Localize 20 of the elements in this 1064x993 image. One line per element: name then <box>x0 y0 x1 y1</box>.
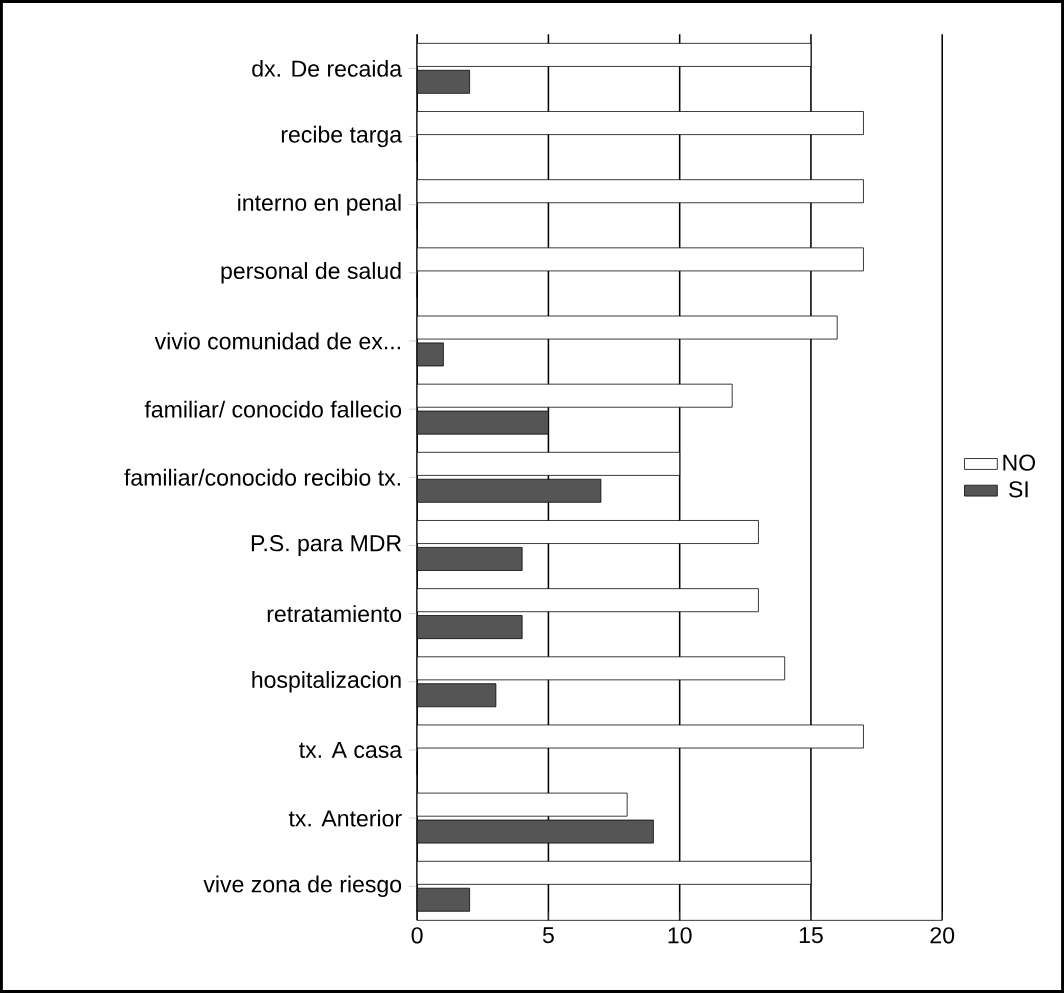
x-tick-label: 5 <box>542 927 554 944</box>
y-tick-label: tx. A casa <box>299 741 403 759</box>
y-tick-label: interno en penal <box>238 193 401 216</box>
y-tick-label: P.S. para MDR <box>251 535 402 556</box>
x-tick-label: 0 <box>411 927 423 944</box>
x-tick-label: 15 <box>799 927 823 944</box>
legend-label: NO <box>1003 454 1036 471</box>
y-tick-label: familiar/conocido recibio tx. <box>124 468 400 486</box>
x-tick-label: 20 <box>930 927 955 944</box>
y-tick-label: vive zona de riesgo <box>203 875 402 898</box>
y-tick-label: retratamiento <box>267 605 402 623</box>
y-tick-label: dx. De recaida <box>252 59 403 77</box>
y-tick-label: tx. Anterior <box>288 809 402 827</box>
legend-label: SI <box>1009 481 1028 498</box>
y-tick-label: familiar/ conocido fallecio <box>144 400 402 418</box>
y-tick-label: personal de salud <box>221 262 401 284</box>
y-tick-label: hospitalizacion <box>252 671 401 693</box>
x-tick-label: 10 <box>668 927 692 944</box>
y-tick-label: vivio comunidad de ex... <box>154 332 400 350</box>
y-tick-label: recibe targa <box>281 125 403 148</box>
